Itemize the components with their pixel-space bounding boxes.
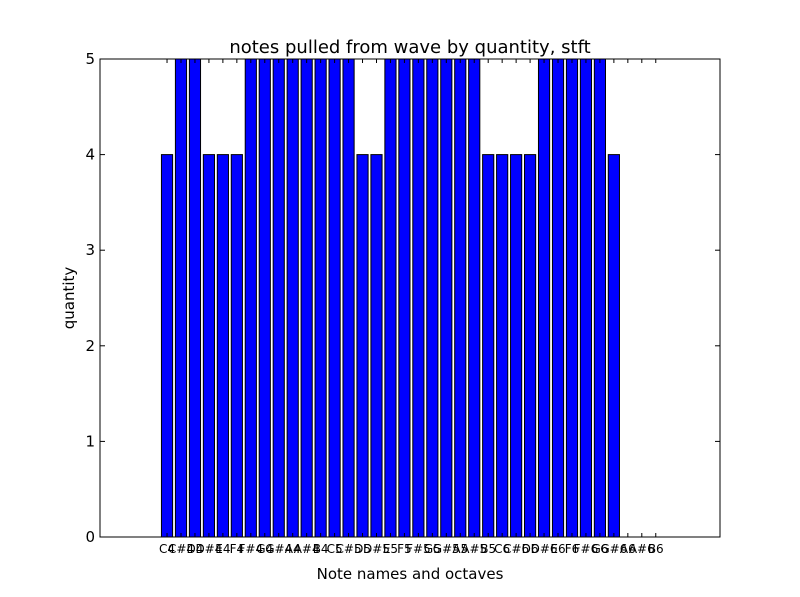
x-tick-label: D#4	[195, 542, 222, 556]
x-tick-label: C4	[159, 542, 175, 556]
x-tick-label: B5	[480, 542, 496, 556]
x-tick-label: A6	[620, 542, 636, 556]
bar-g-sharp6	[607, 154, 620, 538]
bar-d-sharp6	[537, 58, 551, 538]
bar-c-sharp4	[174, 58, 188, 538]
bar-f-sharp4	[244, 58, 257, 538]
bar-g-sharp4	[272, 58, 285, 538]
bar-c5	[328, 58, 341, 538]
x-tick-label: C#6	[503, 542, 529, 556]
bar-c4	[160, 154, 174, 538]
x-tick-label: C#4	[168, 542, 194, 556]
bar-e6	[551, 58, 565, 538]
y-tick-label: 1	[85, 432, 95, 450]
bar-d-sharp4	[202, 154, 216, 538]
x-tick-label: D5	[354, 542, 371, 556]
x-tick-label: F6	[565, 542, 580, 556]
x-tick-label: G5	[424, 542, 441, 556]
x-tick-label: F#4	[239, 542, 264, 556]
x-tick-label: D#6	[531, 542, 558, 556]
x-tick-label: F#6	[574, 542, 599, 556]
x-tick-label: A4	[285, 542, 301, 556]
x-tick-label: A#5	[461, 542, 487, 556]
x-tick-label: A#4	[294, 542, 320, 556]
bar-f6	[565, 58, 579, 538]
x-tick-label: G#6	[600, 542, 627, 556]
bar-b5	[482, 154, 495, 538]
y-tick-label: 4	[85, 146, 95, 164]
x-tick-label: E5	[383, 542, 398, 556]
x-tick-label: F#5	[406, 542, 431, 556]
bars-group	[160, 58, 620, 538]
bar-d5	[356, 154, 369, 538]
bar-f4	[230, 154, 243, 538]
x-axis-label: Note names and octaves	[317, 565, 504, 583]
bar-e4	[216, 154, 229, 538]
bar-c6	[496, 154, 509, 538]
x-tick-label: E6	[550, 542, 565, 556]
bar-a-sharp5	[468, 58, 481, 538]
x-tick-label: C5	[327, 542, 343, 556]
x-tick-label: C#5	[336, 542, 362, 556]
x-tick-label: A5	[452, 542, 468, 556]
x-tick-label: G4	[256, 542, 273, 556]
y-tick-label: 0	[85, 528, 95, 546]
y-axis-label: quantity	[60, 267, 78, 330]
x-tick-label: E4	[215, 542, 230, 556]
x-tick-label: G#4	[265, 542, 292, 556]
x-tick-label: G#5	[433, 542, 460, 556]
bar-g4	[258, 58, 271, 538]
x-tick-label: B6	[648, 542, 664, 556]
bar-g5	[426, 58, 439, 538]
bar-c-sharp5	[342, 58, 355, 538]
plot-frame	[99, 58, 721, 538]
x-tick-label: D#5	[363, 542, 390, 556]
bar-b4	[314, 58, 327, 538]
bar-d6	[524, 154, 537, 538]
x-tick-label: D6	[522, 542, 539, 556]
bar-c-sharp6	[510, 154, 523, 538]
bar-f-sharp6	[579, 58, 593, 538]
y-axis-ticks: 0 1 2 3 4 5	[85, 50, 720, 546]
bar-a4	[286, 58, 299, 538]
x-tick-label: C6	[494, 542, 510, 556]
x-tick-label: D4	[187, 542, 204, 556]
bar-f5	[398, 58, 411, 538]
bar-a-sharp4	[300, 58, 313, 538]
x-tick-label: F4	[230, 542, 245, 556]
x-tick-label: B4	[313, 542, 329, 556]
y-tick-label: 2	[85, 337, 95, 355]
bar-f-sharp5	[412, 58, 425, 538]
y-tick-label: 5	[85, 50, 95, 68]
x-tick-label: F5	[397, 542, 412, 556]
y-tick-label: 3	[85, 241, 95, 259]
x-tick-label: A#6	[629, 542, 655, 556]
bar-e5	[384, 58, 397, 538]
bar-g-sharp5	[440, 58, 453, 538]
x-tick-label: G6	[591, 542, 608, 556]
bar-d-sharp5	[370, 154, 383, 538]
bar-d4	[188, 58, 202, 538]
bar-a5	[454, 58, 467, 538]
chart-title: notes pulled from wave by quantity, stft	[229, 37, 590, 58]
bar-g6	[593, 58, 606, 538]
